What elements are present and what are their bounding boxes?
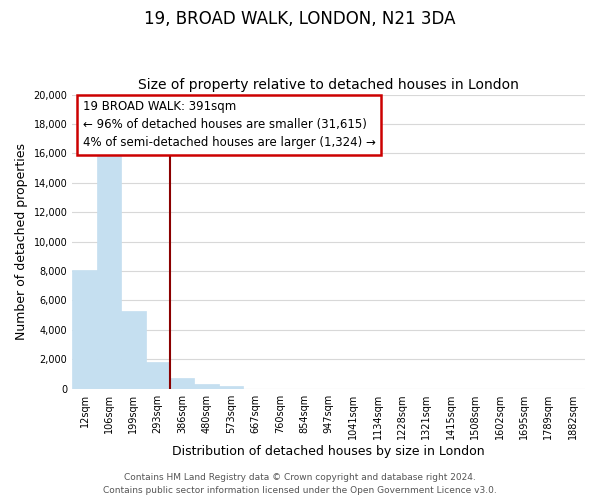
X-axis label: Distribution of detached houses by size in London: Distribution of detached houses by size … (172, 444, 485, 458)
Bar (97, 146, 121, 388)
Text: Contains HM Land Registry data © Crown copyright and database right 2024.
Contai: Contains HM Land Registry data © Crown c… (103, 474, 497, 495)
Text: 19 BROAD WALK: 391sqm
← 96% of detached houses are smaller (31,615)
4% of semi-d: 19 BROAD WALK: 391sqm ← 96% of detached … (83, 100, 376, 150)
Bar (72, 270, 97, 388)
Bar (219, 386, 243, 388)
Bar (170, 378, 194, 388)
Bar (146, 362, 170, 388)
Title: Size of property relative to detached houses in London: Size of property relative to detached ho… (138, 78, 519, 92)
Text: 19, BROAD WALK, LONDON, N21 3DA: 19, BROAD WALK, LONDON, N21 3DA (144, 10, 456, 28)
Bar (121, 310, 146, 388)
Bar (194, 384, 219, 388)
Y-axis label: Number of detached properties: Number of detached properties (15, 143, 28, 340)
